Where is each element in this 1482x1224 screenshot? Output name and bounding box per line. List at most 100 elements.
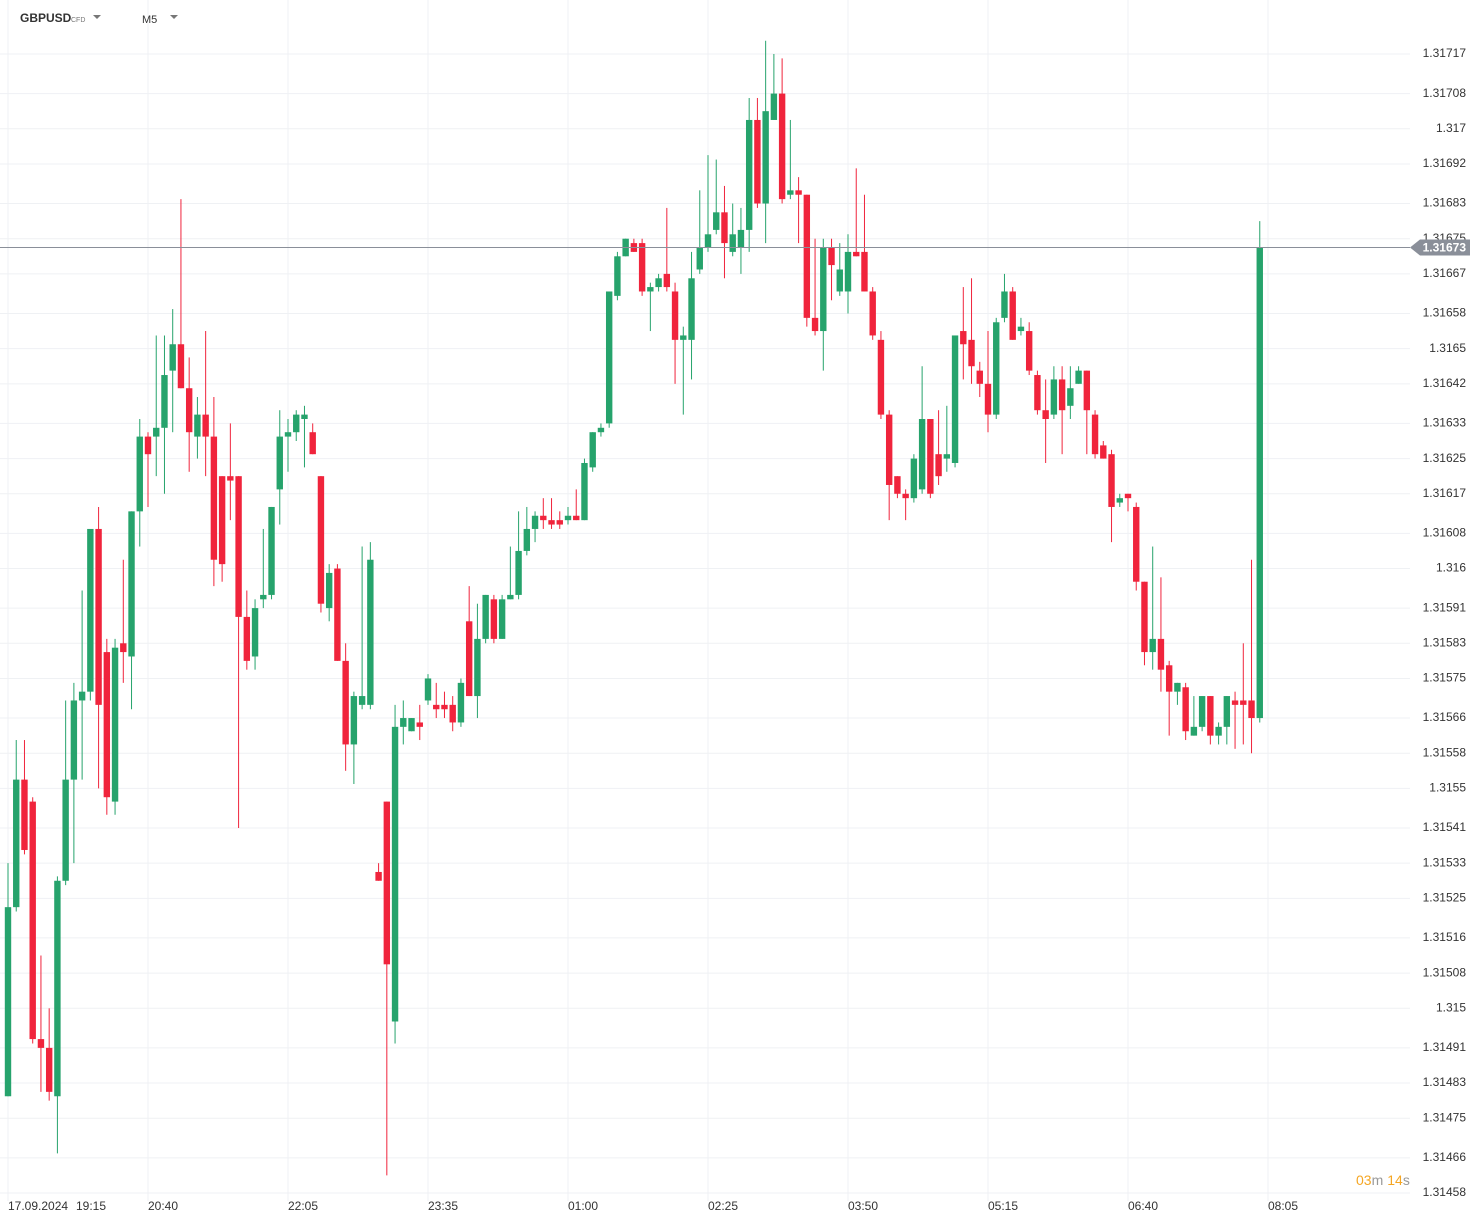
candle-body xyxy=(910,458,918,499)
candle-body xyxy=(811,317,819,332)
candle-body xyxy=(638,243,646,292)
y-tick-label: 1.3165 xyxy=(1429,341,1466,355)
candle-body xyxy=(1075,370,1082,384)
candle-body xyxy=(367,559,374,705)
candle-body xyxy=(1248,700,1255,719)
candle-body xyxy=(721,212,728,244)
candle-body xyxy=(754,119,761,204)
candle-body xyxy=(515,550,522,595)
candle-body xyxy=(704,234,712,248)
y-tick-label: 1.31491 xyxy=(1423,1040,1467,1054)
x-tick-label: 20:40 xyxy=(148,1199,178,1213)
candle-body xyxy=(1042,410,1049,420)
timeframe[interactable]: M5 xyxy=(142,14,157,26)
candle-body xyxy=(474,638,481,697)
candle-body xyxy=(935,454,942,477)
y-tick-label: 1.31516 xyxy=(1423,930,1467,944)
dropdown-arrow[interactable] xyxy=(170,15,178,19)
x-tick-label: 03:50 xyxy=(848,1199,878,1213)
countdown: 03m 14s xyxy=(1356,1172,1410,1188)
candle-body xyxy=(902,493,909,499)
y-tick-label: 1.31667 xyxy=(1423,266,1467,280)
y-tick-label: 1.31508 xyxy=(1423,965,1467,979)
candle-body xyxy=(1182,687,1189,732)
x-date-label: 17.09.2024 xyxy=(8,1199,68,1213)
y-tick-label: 1.31558 xyxy=(1423,745,1467,759)
candle-body xyxy=(62,779,69,881)
y-tick-label: 1.31658 xyxy=(1423,306,1467,320)
x-tick-label: 05:15 xyxy=(988,1199,1018,1213)
candle-body xyxy=(1001,291,1008,318)
candle-body xyxy=(943,454,951,459)
y-tick-label: 1.31591 xyxy=(1423,600,1467,614)
candle-body xyxy=(770,93,778,120)
candle-body xyxy=(95,528,102,705)
candle-body xyxy=(218,476,226,565)
y-tick-label: 1.31525 xyxy=(1423,891,1467,905)
candle-body xyxy=(564,515,572,521)
candle-body xyxy=(853,251,860,257)
candle-body xyxy=(1133,506,1140,582)
candle-body xyxy=(13,779,20,908)
candle-body xyxy=(202,414,209,437)
candle-body xyxy=(235,476,242,617)
candle-body xyxy=(589,432,596,468)
candle-body xyxy=(1157,638,1165,670)
candle-body xyxy=(350,696,358,745)
candle-body xyxy=(1165,665,1173,692)
dropdown-arrow[interactable] xyxy=(93,15,101,19)
candle-body xyxy=(597,427,605,433)
candle-body xyxy=(375,871,382,881)
candle-body xyxy=(490,599,498,639)
candle-body xyxy=(185,388,193,433)
y-tick-label: 1.31566 xyxy=(1423,710,1467,724)
candle-body xyxy=(37,1039,45,1048)
candle-body xyxy=(1223,696,1231,727)
candle-body xyxy=(301,414,308,420)
y-tick-label: 1.31625 xyxy=(1423,451,1467,465)
last-price-label: 1.31673 xyxy=(1423,241,1467,255)
candle-body xyxy=(1231,700,1239,705)
candle-body xyxy=(498,599,506,639)
candle-body xyxy=(729,234,736,252)
x-tick-label: 19:15 xyxy=(76,1199,106,1213)
candle-body xyxy=(877,339,885,415)
y-tick-label: 1.3155 xyxy=(1429,781,1466,795)
y-tick-label: 1.31458 xyxy=(1423,1185,1467,1199)
candle-body xyxy=(976,370,983,384)
candle-body xyxy=(968,339,975,367)
candle-body xyxy=(803,194,811,318)
candle-body xyxy=(1240,700,1247,705)
candle-body xyxy=(1174,682,1181,692)
candle-body xyxy=(869,291,876,336)
y-tick-label: 1.31633 xyxy=(1423,416,1467,430)
candle-body xyxy=(820,247,827,332)
candle-body xyxy=(111,647,119,802)
candle-body xyxy=(1017,326,1025,332)
candle-body xyxy=(523,528,531,551)
candle-body xyxy=(828,247,835,266)
y-tick-label: 1.31575 xyxy=(1423,671,1467,685)
candle-body xyxy=(745,119,753,230)
symbol[interactable]: GBPUSD xyxy=(20,11,72,25)
candle-body xyxy=(581,462,588,521)
candle-body xyxy=(276,436,283,490)
candle-body xyxy=(260,594,267,600)
y-tick-label: 1.317 xyxy=(1436,121,1466,135)
candle-body xyxy=(416,722,423,727)
grid xyxy=(0,0,1410,1201)
y-tick-label: 1.315 xyxy=(1436,1000,1466,1014)
candle-body xyxy=(194,414,201,437)
candle-body xyxy=(894,476,901,494)
header: GBPUSD CFD M5 xyxy=(20,11,178,26)
y-tick-label: 1.31483 xyxy=(1423,1075,1467,1089)
candle-body xyxy=(680,335,687,340)
y-tick-label: 1.31583 xyxy=(1423,635,1467,649)
candle-body xyxy=(918,419,926,490)
x-tick-label: 08:05 xyxy=(1268,1199,1298,1213)
candle-body xyxy=(293,414,300,433)
candle-body xyxy=(787,190,794,195)
candle-body xyxy=(408,718,415,732)
